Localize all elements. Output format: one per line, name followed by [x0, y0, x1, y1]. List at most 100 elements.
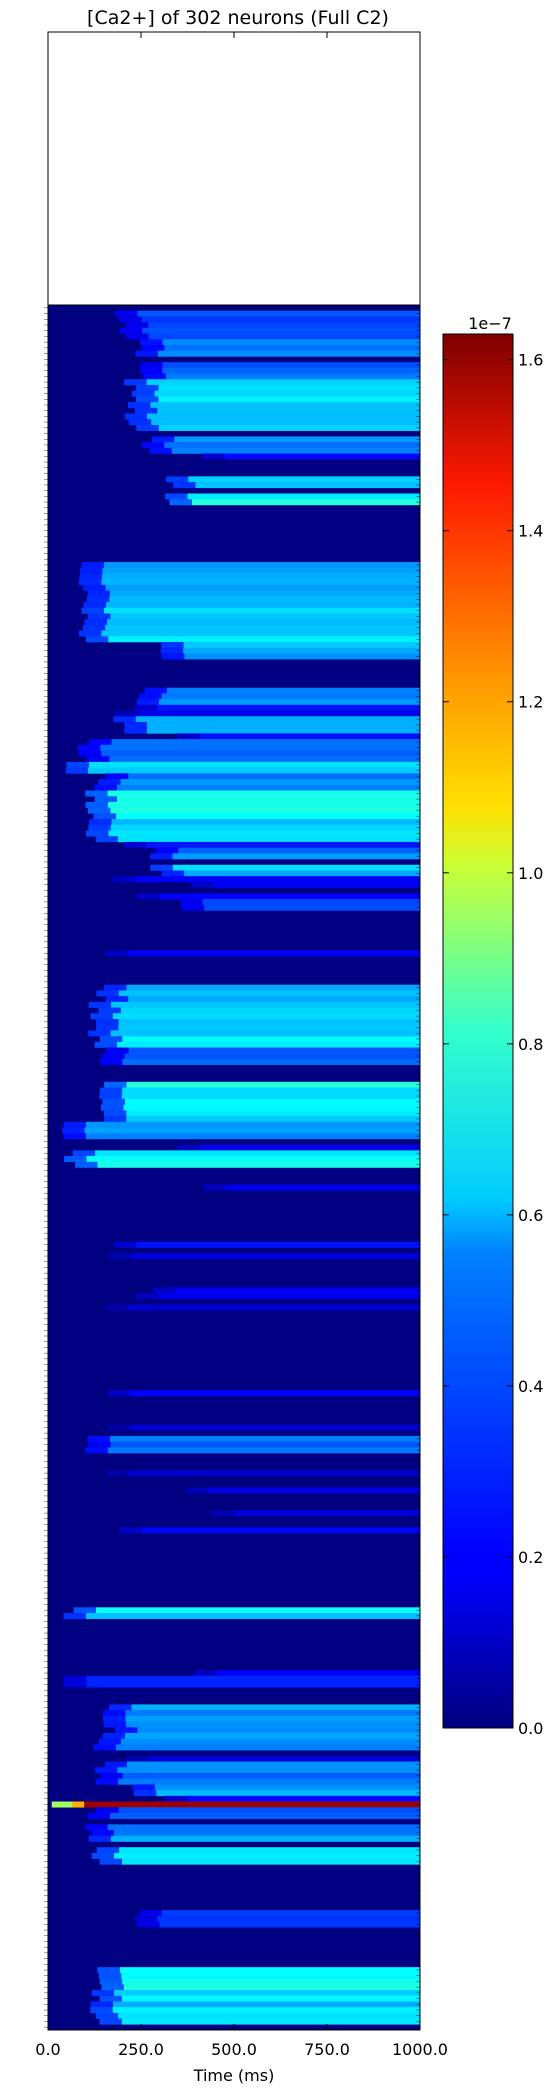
heatmap-row [108, 636, 420, 643]
heatmap-row [108, 830, 421, 837]
heatmap-row [123, 1984, 421, 1991]
heatmap-row-onset [97, 1967, 120, 1974]
heatmap-row-onset [103, 1715, 126, 1722]
heatmap-row-onset [88, 824, 111, 831]
heatmap-row-onset [95, 1778, 119, 1785]
heatmap-row [122, 1978, 420, 1985]
heatmap-row [159, 1921, 420, 1928]
heatmap-row [183, 642, 420, 649]
heatmap-row-onset [99, 1087, 123, 1094]
heatmap-row [87, 767, 420, 774]
heatmap-row-onset [180, 899, 203, 906]
heatmap-area [48, 305, 421, 2030]
heatmap-row [124, 1053, 421, 1060]
heatmap-row-onset [98, 1972, 122, 1979]
heatmap-row-onset [91, 1990, 115, 1997]
heatmap-row [166, 687, 420, 694]
heatmap-row-onset [114, 710, 138, 717]
heatmap-row [109, 756, 421, 763]
heatmap-row-onset [75, 1161, 98, 1168]
heatmap-row [126, 984, 420, 991]
colorbar-tick-label: 0.0 [518, 1719, 543, 1738]
x-tick-label: 1000.0 [392, 2040, 448, 2059]
heatmap-row-onset [88, 1835, 112, 1842]
heatmap-row [85, 1121, 420, 1128]
heatmap-row-onset [91, 1830, 114, 1837]
heatmap-row-onset [210, 1510, 234, 1517]
x-tick-label: 750.0 [304, 2040, 350, 2059]
heatmap-row [224, 453, 420, 460]
heatmap-row-onset [82, 624, 106, 631]
heatmap-row-onset [85, 830, 109, 837]
heatmap-row [114, 1990, 421, 1997]
heatmap-row-onset [105, 1470, 129, 1477]
heatmap-row-onset [105, 773, 129, 780]
heatmap-row [208, 1487, 420, 1494]
heatmap-row-onset [84, 619, 107, 626]
heatmap-row [125, 1710, 420, 1717]
heatmap-row [157, 1915, 420, 1922]
heatmap-row-onset [177, 733, 200, 740]
heatmap-row [104, 562, 420, 569]
heatmap-row [146, 727, 420, 734]
heatmap-row-onset [66, 761, 89, 768]
heatmap-row [162, 367, 420, 374]
heatmap-row-onset [94, 796, 117, 803]
heatmap-row-onset [64, 1681, 87, 1688]
heatmap-row [128, 996, 420, 1003]
heatmap-row [110, 807, 421, 814]
heatmap-row [157, 350, 420, 357]
heatmap-row [161, 693, 420, 700]
heatmap-row-onset [136, 384, 159, 391]
heatmap-row [195, 482, 420, 489]
heatmap-row-onset [202, 1184, 226, 1191]
heatmap-row-onset [98, 779, 121, 786]
heatmap-row-onset [133, 1790, 157, 1797]
heatmap-row-onset [99, 1978, 123, 1985]
heatmap-row [150, 402, 420, 409]
heatmap-row [121, 1995, 420, 2002]
colorbar-tick-label: 0.6 [518, 1206, 543, 1225]
heatmap-row-onset [78, 579, 102, 586]
heatmap-row [126, 1761, 420, 1768]
heatmap-row [118, 990, 421, 997]
heatmap-row [114, 1852, 420, 1859]
heatmap-row [148, 1755, 420, 1762]
heatmap-row-onset [125, 1755, 149, 1762]
heatmap-row-onset [109, 1704, 132, 1711]
heatmap-row-onset [136, 1293, 159, 1300]
heatmap-row [199, 1144, 420, 1151]
heatmap-row-onset [72, 1150, 96, 1157]
heatmap-row [101, 579, 421, 586]
heatmap-row [174, 1287, 420, 1294]
heatmap-row [122, 1772, 420, 1779]
heatmap-row [225, 1184, 420, 1191]
heatmap-row-onset [139, 1910, 163, 1917]
heatmap-row [174, 436, 420, 443]
heatmap-row-onset [102, 1732, 125, 1739]
heatmap-row [184, 870, 420, 877]
heatmap-row [164, 344, 420, 351]
heatmap-row-onset [100, 1772, 123, 1779]
heatmap-row-onset [124, 413, 147, 420]
empty-axes-panel [47, 31, 421, 306]
heatmap-row-onset [63, 1613, 86, 1620]
heatmap-row-onset [91, 1852, 115, 1859]
heatmap-row-onset [144, 687, 167, 694]
heatmap-row [129, 1424, 420, 1431]
heatmap-row-onset [135, 1915, 158, 1922]
heatmap-row-onset [95, 836, 118, 843]
heatmap-row [158, 424, 421, 431]
heatmap-row-onset [101, 1984, 124, 1991]
colorbar [442, 333, 514, 1729]
heatmap-row [165, 373, 420, 380]
heatmap-row-onset [140, 362, 163, 369]
heatmap-row [116, 796, 420, 803]
heatmap-row [146, 413, 420, 420]
heatmap-row [115, 813, 420, 820]
heatmap-row [202, 899, 420, 906]
heatmap-row [146, 721, 420, 728]
heatmap-row [128, 1047, 420, 1054]
heatmap-row-onset [143, 373, 166, 380]
heatmap-row [142, 327, 420, 334]
